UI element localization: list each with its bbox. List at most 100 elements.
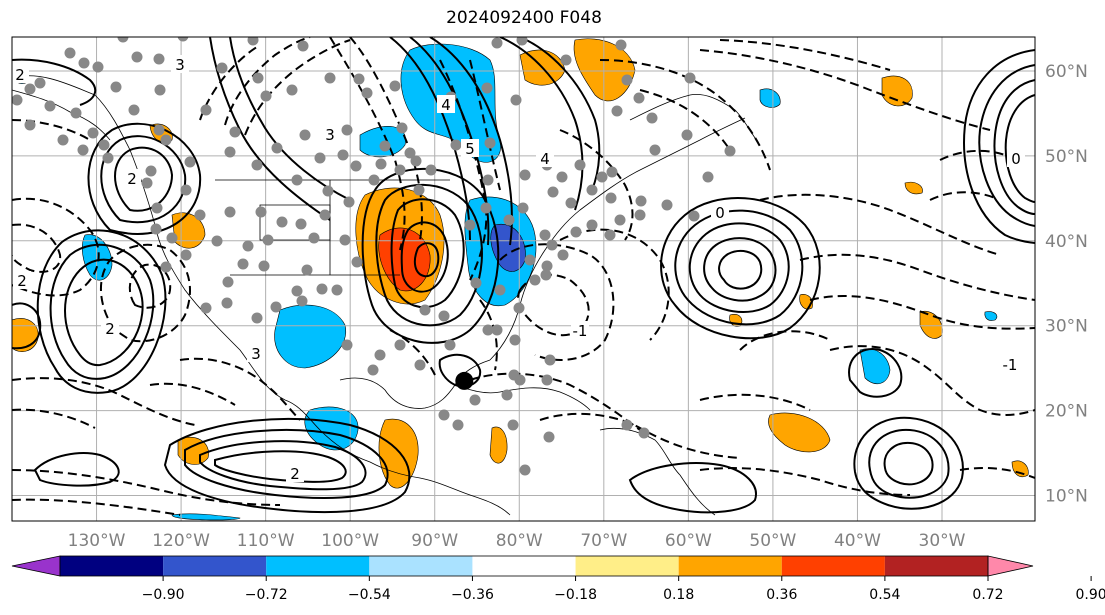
colorbar-extend-low	[11, 555, 61, 577]
svg-text:2: 2	[17, 272, 27, 290]
colorbar-segment	[884, 556, 988, 576]
lon-tick-label: 60°W	[665, 531, 712, 551]
station-dot	[222, 276, 234, 288]
latitude-tick-labels: 60°N 50°N 40°N 30°N 20°N 10°N	[1045, 62, 1088, 507]
station-dot	[570, 226, 582, 238]
station-dot	[331, 284, 343, 296]
lon-tick-label: 100°W	[321, 531, 379, 551]
svg-text:2: 2	[290, 465, 300, 483]
station-dot	[77, 144, 89, 156]
lon-tick-label: 50°W	[749, 531, 796, 551]
station-dot	[341, 124, 353, 136]
contour-label: 3	[321, 125, 339, 144]
colorbar-segment	[781, 556, 885, 576]
longitude-tick-labels: 130°W 120°W 110°W 100°W 90°W 80°W 70°W 60°W 50°W…	[68, 531, 966, 551]
svg-text:2: 2	[15, 66, 25, 84]
station-dot	[541, 374, 553, 386]
station-dot	[177, 37, 189, 42]
svg-text:3: 3	[175, 56, 185, 74]
colorbar-tick-label: 0.36	[766, 587, 797, 603]
contour-label: -1	[571, 321, 589, 340]
station-dot	[491, 324, 503, 336]
station-dot	[470, 277, 482, 289]
station-dot	[586, 219, 598, 231]
contour-label: 2	[286, 464, 304, 483]
station-dot	[519, 169, 531, 181]
station-dot	[539, 229, 551, 241]
colorbar-segment	[472, 556, 576, 576]
colorbar-tick-label: −0.54	[348, 587, 391, 603]
station-dot	[350, 160, 362, 172]
lat-tick-label: 30°N	[1045, 317, 1088, 337]
station-dot	[24, 119, 36, 131]
station-dot	[540, 269, 552, 281]
station-dot	[547, 186, 559, 198]
station-dot	[394, 164, 406, 176]
station-dot	[24, 83, 36, 95]
svg-text:-1: -1	[1003, 356, 1018, 374]
svg-text:5: 5	[465, 140, 475, 158]
svg-text:4: 4	[441, 96, 451, 114]
station-dot	[87, 127, 99, 139]
station-dot	[295, 218, 307, 230]
station-dot	[322, 185, 334, 197]
station-dot	[702, 171, 714, 183]
station-dot	[491, 37, 503, 49]
svg-text:3: 3	[251, 345, 261, 363]
station-dot	[556, 171, 568, 183]
station-dot	[150, 223, 162, 235]
station-dot	[604, 229, 616, 241]
station-dot	[413, 184, 425, 196]
station-dot	[180, 249, 192, 261]
station-dot	[314, 152, 326, 164]
station-dot	[480, 202, 492, 214]
station-dot	[438, 310, 450, 322]
station-dot	[379, 140, 391, 152]
station-dot	[586, 184, 598, 196]
contour-label: 0	[1007, 149, 1025, 168]
station-dot	[141, 177, 153, 189]
station-dot	[343, 196, 355, 208]
station-dot	[341, 339, 353, 351]
station-dot	[438, 409, 450, 421]
colorbar-tick-label: −0.72	[245, 587, 288, 603]
contour-labels: 2 3 4 5 0 -1 2 2 4 3 0 -1 2 3 2	[12, 55, 1025, 483]
station-dot	[389, 80, 401, 92]
colorbar-tick-label: −0.90	[142, 587, 185, 603]
contour-label: 4	[437, 95, 455, 114]
station-dot	[224, 146, 236, 158]
station-dot	[410, 155, 422, 167]
contour-label: 3	[247, 344, 265, 363]
station-dot	[316, 283, 328, 295]
station-dot	[634, 209, 646, 221]
station-dot	[635, 195, 647, 207]
station-dot	[270, 301, 282, 313]
map-frame	[11, 36, 1036, 522]
station-dot	[200, 302, 212, 314]
colorbar-segment	[60, 556, 164, 576]
svg-text:4: 4	[540, 150, 550, 168]
station-dot	[262, 234, 274, 246]
station-dot	[291, 174, 303, 186]
station-dot	[297, 40, 309, 52]
lon-tick-label: 80°W	[496, 531, 543, 551]
station-dot	[529, 274, 541, 286]
station-dot	[724, 145, 736, 157]
station-dot	[353, 73, 365, 85]
station-dot	[503, 214, 515, 226]
colorbar-tick-label: 0.54	[869, 587, 900, 603]
station-dot	[605, 192, 617, 204]
station-dot	[482, 174, 494, 186]
station-dot	[92, 61, 104, 73]
station-dot	[291, 285, 303, 297]
station-dot	[649, 144, 661, 156]
station-dot	[469, 394, 481, 406]
station-dot	[513, 302, 525, 314]
station-dot	[154, 84, 166, 96]
colorbar-tick-label: 0.18	[663, 587, 694, 603]
station-dot	[507, 419, 519, 431]
station-dot	[681, 129, 693, 141]
station-dot	[102, 152, 114, 164]
lat-tick-label: 20°N	[1045, 402, 1088, 422]
